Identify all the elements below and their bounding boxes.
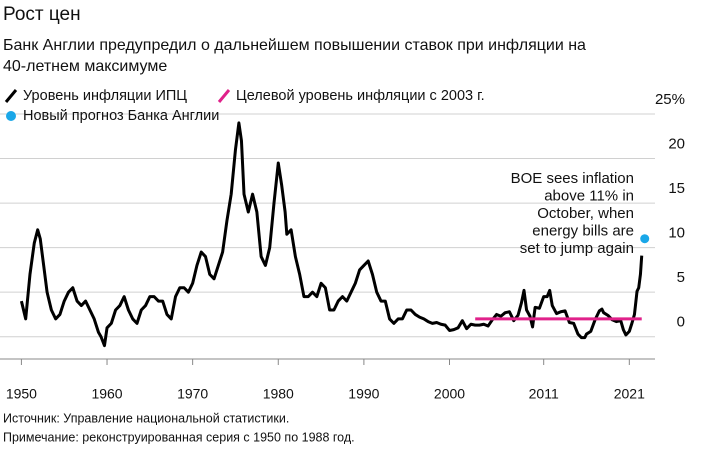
x-tick-label: 2011 xyxy=(529,386,559,402)
y-tick-label: 20 xyxy=(668,136,685,153)
y-tick-label: 15 xyxy=(668,180,685,197)
x-tick-label: 1980 xyxy=(263,386,294,402)
x-tick-label: 1990 xyxy=(348,386,379,402)
annotation: above 11% in xyxy=(544,187,634,204)
legend-marker xyxy=(4,89,18,103)
forecast-point xyxy=(640,234,650,244)
y-tick-label: 5 xyxy=(677,269,685,286)
x-tick-label: 2000 xyxy=(434,386,465,402)
annotation: set to jump again xyxy=(520,240,634,257)
x-tick-label: 2021 xyxy=(614,386,645,402)
legend-label: Уровень инфляции ИПЦ xyxy=(23,88,187,104)
x-tick-label: 1950 xyxy=(6,386,37,402)
source: Источник: Управление национальной статис… xyxy=(3,411,289,425)
y-tick-label: 0 xyxy=(677,314,685,331)
annotation: October, when xyxy=(537,205,634,222)
source: Примечание: реконструированная серия с 1… xyxy=(3,430,355,444)
subtitle: 40-летнем максимуме xyxy=(3,58,167,75)
legend-marker xyxy=(6,111,16,121)
inflation-line xyxy=(19,121,644,348)
chart-title: Рост цен xyxy=(3,4,81,25)
annotation: BOE sees inflation xyxy=(511,170,634,187)
legend-marker xyxy=(217,89,231,103)
subtitle: Банк Англии предупредил о дальнейшем пов… xyxy=(3,37,586,54)
x-tick-label: 1970 xyxy=(177,386,208,402)
legend-label: Целевой уровень инфляции с 2003 г. xyxy=(236,88,485,104)
legend-label: Новый прогноз Банка Англии xyxy=(23,108,219,124)
y-tick-label: 25% xyxy=(655,91,685,108)
y-tick-label: 10 xyxy=(668,225,685,242)
annotation: energy bills are xyxy=(532,222,634,239)
x-tick-label: 1960 xyxy=(91,386,122,402)
